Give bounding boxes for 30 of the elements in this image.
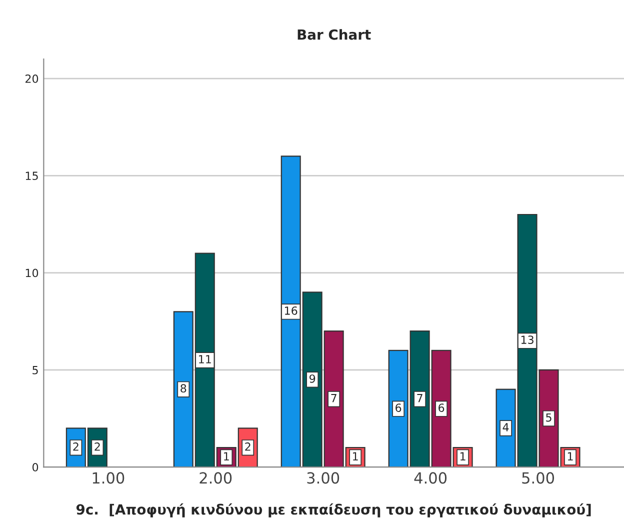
data-label: 1 (224, 452, 229, 460)
x-tick-label: 5.00 (522, 472, 554, 484)
y-tick-label: 0 (32, 463, 38, 472)
x-tick-label: 1.00 (92, 472, 124, 484)
data-label: 7 (417, 394, 422, 402)
x-tick-label: 2.00 (200, 472, 232, 484)
data-label: 6 (396, 404, 402, 412)
data-label: 5 (546, 413, 552, 422)
data-label: 2 (73, 442, 78, 451)
data-label: 2 (245, 442, 250, 451)
data-label: 13 (521, 336, 534, 344)
data-label: 7 (331, 394, 336, 402)
x-tick-label: 4.00 (414, 472, 447, 484)
y-tick-label: 20 (25, 74, 38, 83)
data-label: 11 (199, 355, 211, 364)
data-label: 2 (94, 442, 100, 451)
data-label: 1 (353, 452, 358, 460)
y-tick-label: 10 (26, 268, 38, 278)
y-tick-label: 15 (26, 172, 38, 180)
chart-title: Bar Chart (298, 29, 371, 40)
data-label: 9 (310, 374, 316, 383)
x-tick-label: 3.00 (307, 472, 340, 484)
data-label: 1 (568, 452, 573, 460)
data-label: 8 (180, 384, 186, 393)
data-label: 6 (438, 404, 444, 412)
x-axis-title: 9c. [Αποφυγή κινδύνου με εκπαίδευση του εργατικού δυναμικού] (76, 503, 591, 518)
y-tick-label: 5 (32, 366, 38, 374)
data-label: 1 (460, 452, 466, 460)
data-label: 4 (502, 423, 509, 432)
data-label: 16 (285, 306, 298, 315)
